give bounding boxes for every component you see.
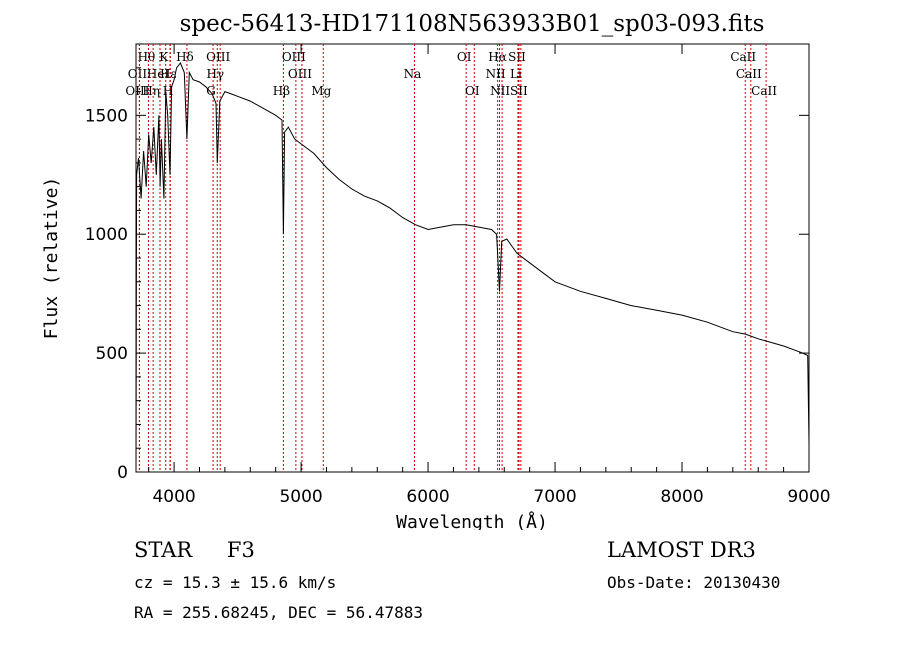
line-label-25: CaII <box>730 50 756 64</box>
subclass-label: F3 <box>226 538 255 562</box>
object-class: STAR F3 <box>134 538 255 562</box>
x-tick-label-4: 8000 <box>660 487 703 507</box>
y-tick-label-3: 1500 <box>85 106 128 126</box>
line-label-13: OIII <box>282 50 306 64</box>
line-label-5: K <box>159 50 169 64</box>
y-axis-label: Flux (relative) <box>41 177 62 340</box>
coordinates-label: RA = 255.68245, DEC = 56.47883 <box>134 603 423 622</box>
star-label: STAR <box>134 538 193 562</box>
plot-frame <box>135 43 810 473</box>
line-label-18: OI <box>465 84 480 98</box>
line-label-4: HeI <box>147 67 170 81</box>
line-label-26: CaII <box>736 67 762 81</box>
line-label-9: OIII <box>206 50 230 64</box>
spectrum-chart: spec-56413-HD171108N563933B01_sp03-093.f… <box>41 11 831 530</box>
line-label-1: OII <box>128 67 148 81</box>
line-label-0: Hθ <box>138 50 156 64</box>
y-axis-ticks: 0 500 1000 1500 <box>85 67 809 483</box>
line-label-3: Hη <box>142 84 160 98</box>
line-label-8: Hδ <box>176 50 194 64</box>
line-label-6: H <box>163 84 173 98</box>
redshift-label: cz = 15.3 ± 15.6 km/s <box>134 573 337 592</box>
line-label-10: Hγ <box>206 67 224 81</box>
line-label-27: CaII <box>751 84 777 98</box>
line-label-12: Hβ <box>273 84 290 98</box>
y-tick-label-1: 500 <box>96 344 128 364</box>
obs-date-label: Obs-Date: 20130430 <box>607 573 781 592</box>
chart-title: spec-56413-HD171108N563933B01_sp03-093.f… <box>180 11 765 37</box>
line-label-17: OI <box>457 50 472 64</box>
spectrum-line-0 <box>135 62 810 473</box>
x-tick-label-2: 6000 <box>406 487 449 507</box>
y-tick-label-2: 1000 <box>85 225 128 245</box>
line-label-23: Li <box>510 67 522 81</box>
x-tick-label-3: 7000 <box>533 487 576 507</box>
line-label-15: Mg <box>311 84 331 98</box>
y-tick-label-0: 0 <box>117 463 128 483</box>
x-tick-label-0: 4000 <box>152 487 195 507</box>
line-label-14: OIII <box>288 67 312 81</box>
line-label-2: OIII <box>125 84 149 98</box>
x-tick-label-5: 9000 <box>787 487 830 507</box>
line-label-24: SII <box>510 84 528 98</box>
spectrum-series <box>135 62 810 473</box>
line-label-11: G <box>206 84 216 98</box>
survey-label: LAMOST DR3 <box>607 538 756 562</box>
line-label-7: Hε <box>160 67 177 81</box>
x-axis-label: Wavelength (Å) <box>396 511 548 530</box>
line-label-21: NII <box>490 84 510 98</box>
x-axis-ticks: 4000 5000 6000 7000 8000 9000 <box>148 44 831 507</box>
line-label-16: Na <box>404 67 422 81</box>
line-label-22: SII <box>508 50 526 64</box>
x-tick-label-1: 5000 <box>279 487 322 507</box>
line-label-20: NII <box>486 67 506 81</box>
